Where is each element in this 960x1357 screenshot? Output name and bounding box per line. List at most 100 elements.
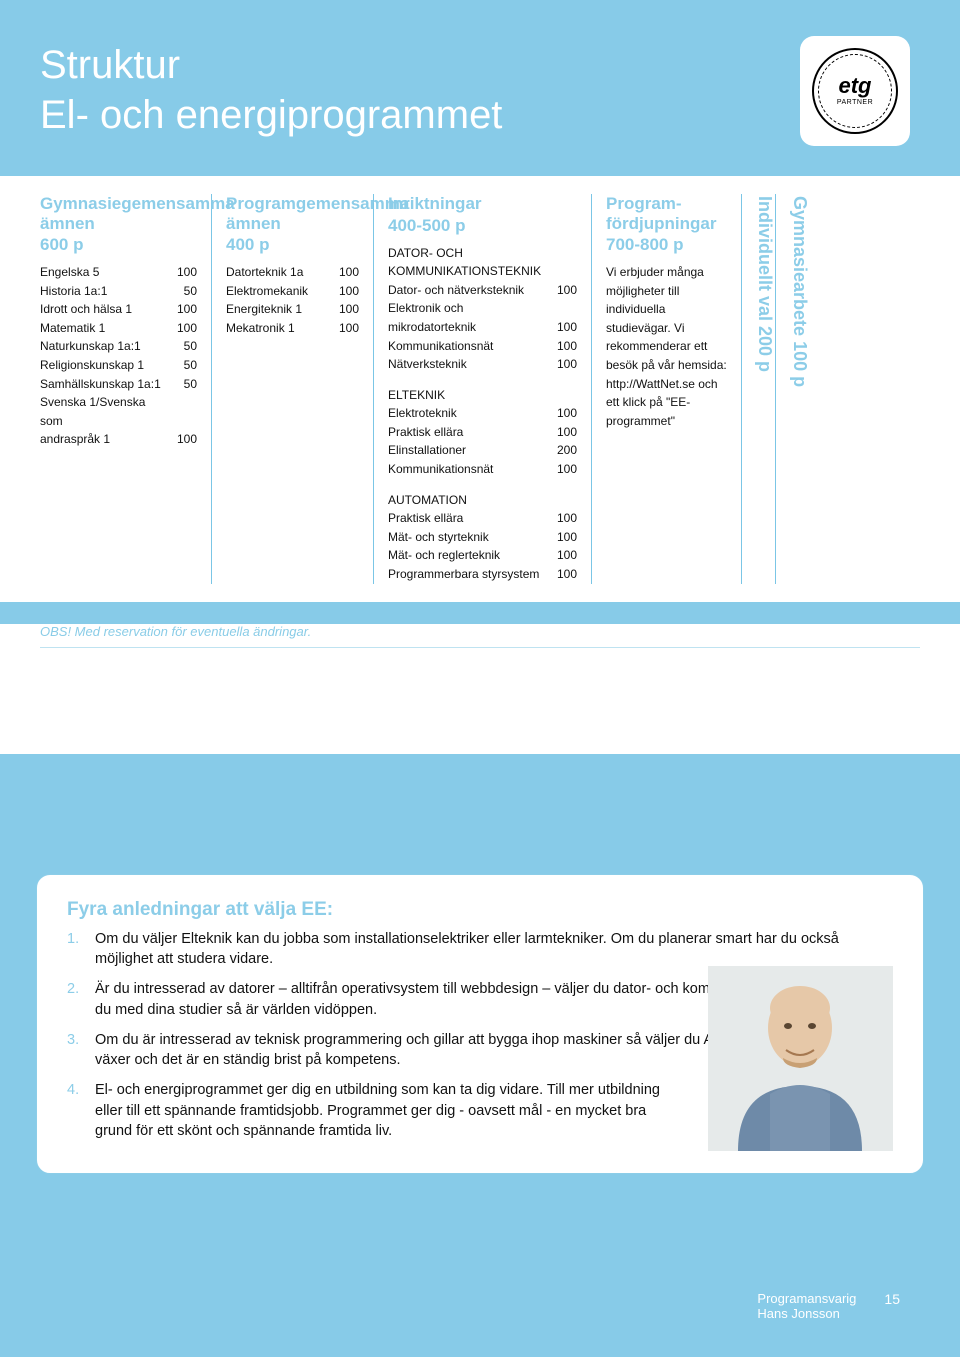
col3-g2-title: ELTEKNIK [388,386,577,405]
course-row: andraspråk 1100 [40,430,197,449]
course-points: 50 [169,337,197,356]
course-label: Mät- och reglerteknik [388,546,500,565]
course-row: Kommunikationsnät 100 [388,337,577,356]
course-row: Dator- och nätverksteknik100 [388,281,577,300]
course-row: Praktisk ellära100 [388,509,577,528]
course-points: 100 [549,423,577,442]
course-label: Matematik 1 [40,319,105,338]
course-label: Idrott och hälsa 1 [40,300,132,319]
title-line2: El- och energiprogrammet [40,93,502,137]
col-programfordjupningar: Program-fördjupningar 700-800 p Vi erbju… [592,194,742,584]
col4-points: 700-800 p [606,235,727,255]
course-label: Historia 1a:1 [40,282,107,301]
course-points: 100 [549,546,577,565]
course-label: Naturkunskap 1a:1 [40,337,141,356]
course-points: 100 [331,319,359,338]
course-label: Engelska 5 [40,263,99,282]
course-points: 100 [331,282,359,301]
col3-g1-title1: DATOR- OCH [388,244,577,263]
page-footer: Programansvarig Hans Jonsson 15 [757,1291,900,1321]
col4-heading: Program-fördjupningar [606,194,727,233]
reason-number: 4. [67,1080,95,1141]
program-manager-photo [708,966,893,1151]
course-points: 50 [169,282,197,301]
logo-inner: etg PARTNER [837,75,873,107]
reason-number: 1. [67,929,95,970]
course-row: Programmerbara styrsystem 100 [388,565,577,584]
col3-g1-rows: Dator- och nätverksteknik100Elektronik o… [388,281,577,374]
course-row: Mät- och reglerteknik 100 [388,546,577,565]
col1-heading: Gymnasiegemensamma ämnen [40,194,197,233]
title-line1: Struktur [40,43,180,87]
vcol1-text: Individuellt val 200 p [742,196,775,372]
col3-g1-title2: KOMMUNIKATIONSTEKNIK [388,262,577,281]
course-label: Elinstallationer [388,441,466,460]
col2-points: 400 p [226,235,359,255]
course-row: Datorteknik 1a100 [226,263,359,282]
course-row: mikrodatorteknik100 [388,318,577,337]
course-row: Mät- och styrteknik100 [388,528,577,547]
course-points: 100 [549,337,577,356]
col3-heading: Inriktningar [388,194,577,214]
course-row: Kommunikationsnät 100 [388,460,577,479]
course-row: Religionskunskap 1 50 [40,356,197,375]
col3-g3-rows: Praktisk ellära100Mät- och styrteknik100… [388,509,577,583]
course-row: Samhällskunskap 1a:1 50 [40,375,197,394]
vcol-individuellt-val: Individuellt val 200 p [742,194,776,584]
course-label: Energiteknik 1 [226,300,302,319]
course-row: Elinstallationer200 [388,441,577,460]
reason-number: 3. [67,1030,95,1071]
course-row: Idrott och hälsa 1100 [40,300,197,319]
course-row: Elektromekanik100 [226,282,359,301]
footer-name: Hans Jonsson [757,1306,839,1321]
logo-box: etg PARTNER [800,36,910,146]
course-row: Elektronik och [388,299,577,318]
col-gymnasiegemensamma: Gymnasiegemensamma ämnen 600 p Engelska … [40,194,212,584]
col3-g2-rows: Elektroteknik100Praktisk ellära100Elinst… [388,404,577,478]
course-points: 100 [549,565,577,584]
course-label: Svenska 1/Svenska som [40,393,169,430]
page-header: Struktur El- och energiprogrammet etg PA… [0,0,960,176]
course-points [549,299,577,318]
course-row: Elektroteknik100 [388,404,577,423]
col-inriktningar: Inriktningar 400-500 p DATOR- OCH KOMMUN… [374,194,592,584]
vcol2-text: Gymnasiearbete 100 p [776,196,810,387]
course-label: Kommunikationsnät [388,460,493,479]
col-programgemensamma: Programgemensamma ämnen 400 p Datortekni… [212,194,374,584]
course-points: 100 [169,319,197,338]
course-points: 100 [549,509,577,528]
divider-line [40,647,920,648]
four-heading: Fyra anledningar att välja EE: [67,899,893,921]
course-row: Engelska 5 100 [40,263,197,282]
col3-g3-title: AUTOMATION [388,491,577,510]
col1-rows: Engelska 5100Historia 1a:150Idrott och h… [40,263,197,449]
footer-role: Programansvarig [757,1291,856,1306]
course-label: Samhällskunskap 1a:1 [40,375,161,394]
course-row: Nätverksteknik100 [388,355,577,374]
page-title: Struktur El- och energiprogrammet [40,40,502,140]
course-row: Matematik 1 100 [40,319,197,338]
vcol-gymnasiearbete: Gymnasiearbete 100 p [776,194,810,584]
course-label: Mekatronik 1 [226,319,295,338]
col2-rows: Datorteknik 1a100Elektromekanik100Energi… [226,263,359,337]
course-row: Energiteknik 1100 [226,300,359,319]
course-row: Svenska 1/Svenska som [40,393,197,430]
course-row: Naturkunskap 1a:1 50 [40,337,197,356]
course-label: Programmerbara styrsystem [388,565,539,584]
course-points: 100 [169,263,197,282]
course-points: 100 [549,460,577,479]
reason-number: 2. [67,979,95,1020]
course-label: Kommunikationsnät [388,337,493,356]
course-points: 100 [549,404,577,423]
obs-note: OBS! Med reservation för eventuella ändr… [40,624,960,639]
col1-points: 600 p [40,235,197,255]
columns-wrap: Gymnasiegemensamma ämnen 600 p Engelska … [40,194,932,584]
course-row: Historia 1a:1 50 [40,282,197,301]
course-points: 50 [169,375,197,394]
course-label: Religionskunskap 1 [40,356,144,375]
col2-heading: Programgemensamma ämnen [226,194,359,233]
course-points: 50 [169,356,197,375]
course-label: Dator- och nätverksteknik [388,281,524,300]
course-label: andraspråk 1 [40,430,110,449]
page-number: 15 [884,1291,900,1307]
